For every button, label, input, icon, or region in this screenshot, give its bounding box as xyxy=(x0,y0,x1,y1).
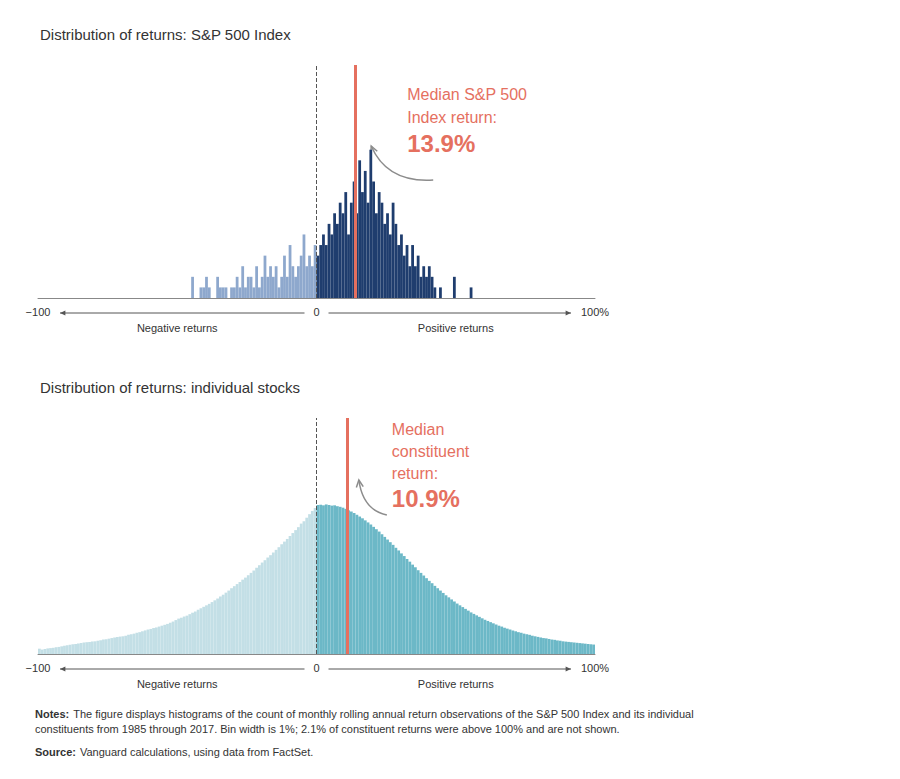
svg-text:Positive returns: Positive returns xyxy=(418,322,494,334)
svg-text:−100: −100 xyxy=(26,662,51,674)
svg-text:Median: Median xyxy=(392,421,444,438)
html-text:Source: Vanguard calculations,: Source: Vanguard calculations, using dat… xyxy=(35,746,314,758)
svg-text:−100: −100 xyxy=(26,306,51,318)
svg-text:Index return:: Index return: xyxy=(407,109,497,126)
svg-text:Negative returns: Negative returns xyxy=(137,322,218,334)
svg-text:100%: 100% xyxy=(581,662,609,674)
html-text:Notes: The figure displays his: Notes: The figure displays histograms of… xyxy=(35,708,694,735)
svg-text:return:: return: xyxy=(392,465,438,482)
svg-text:10.9%: 10.9% xyxy=(392,485,460,512)
svg-text:100%: 100% xyxy=(581,306,609,318)
svg-text:0: 0 xyxy=(313,306,319,318)
svg-text:Positive returns: Positive returns xyxy=(418,678,494,690)
svg-text:0: 0 xyxy=(313,662,319,674)
svg-text:13.9%: 13.9% xyxy=(407,130,475,157)
svg-text:Median S&P 500: Median S&P 500 xyxy=(407,86,527,103)
svg-text:Negative returns: Negative returns xyxy=(137,678,218,690)
svg-text:constituent: constituent xyxy=(392,443,470,460)
svg-text:Distribution of returns: indiv: Distribution of returns: individual stoc… xyxy=(40,379,300,396)
svg-text:Distribution of returns: S&P 5: Distribution of returns: S&P 500 Index xyxy=(40,26,291,43)
